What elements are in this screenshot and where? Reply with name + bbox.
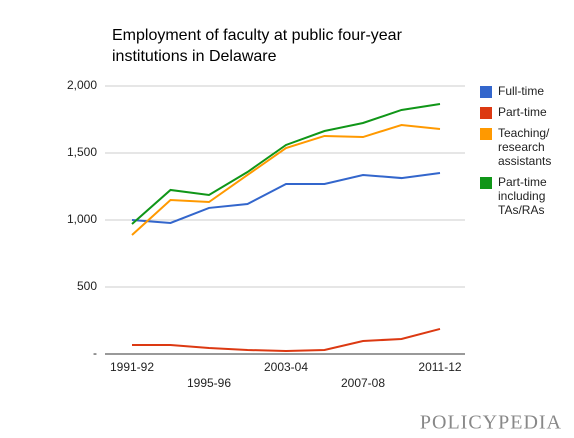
y-tick-label: - [93, 346, 97, 360]
x-tick-label: 2011-12 [418, 360, 461, 374]
y-tick-label: 500 [77, 279, 97, 293]
y-tick-label: 2,000 [67, 78, 97, 92]
series-line [132, 327, 441, 353]
legend-label: assistants [498, 154, 551, 168]
x-tick-label: 2003-04 [264, 360, 308, 374]
x-tick-label: 1995-96 [187, 376, 231, 390]
legend-swatch [480, 128, 492, 140]
legend-label: including [498, 189, 545, 203]
legend-label: Part-time [498, 105, 547, 119]
legend-swatch [480, 177, 492, 189]
series-line [131, 102, 441, 225]
legend-label: Full-time [498, 84, 544, 98]
legend-label: TAs/RAs [498, 203, 544, 217]
x-tick-label: 2007-08 [341, 376, 385, 390]
chart-title: Employment of faculty at public four-yea… [112, 27, 403, 44]
y-tick-label: 1,000 [67, 212, 97, 226]
y-tick-label: 1,500 [67, 145, 97, 159]
logo: POLICYPEDIA [420, 412, 562, 434]
legend-swatch [480, 86, 492, 98]
legend-swatch [480, 107, 492, 119]
chart-title: institutions in Delaware [112, 48, 277, 65]
legend-label: Part-time [498, 175, 547, 189]
legend-label: Teaching/ [498, 126, 550, 140]
series-line [131, 123, 441, 236]
series-line [131, 171, 441, 224]
x-tick-label: 1991-92 [110, 360, 154, 374]
legend-label: research [498, 140, 545, 154]
